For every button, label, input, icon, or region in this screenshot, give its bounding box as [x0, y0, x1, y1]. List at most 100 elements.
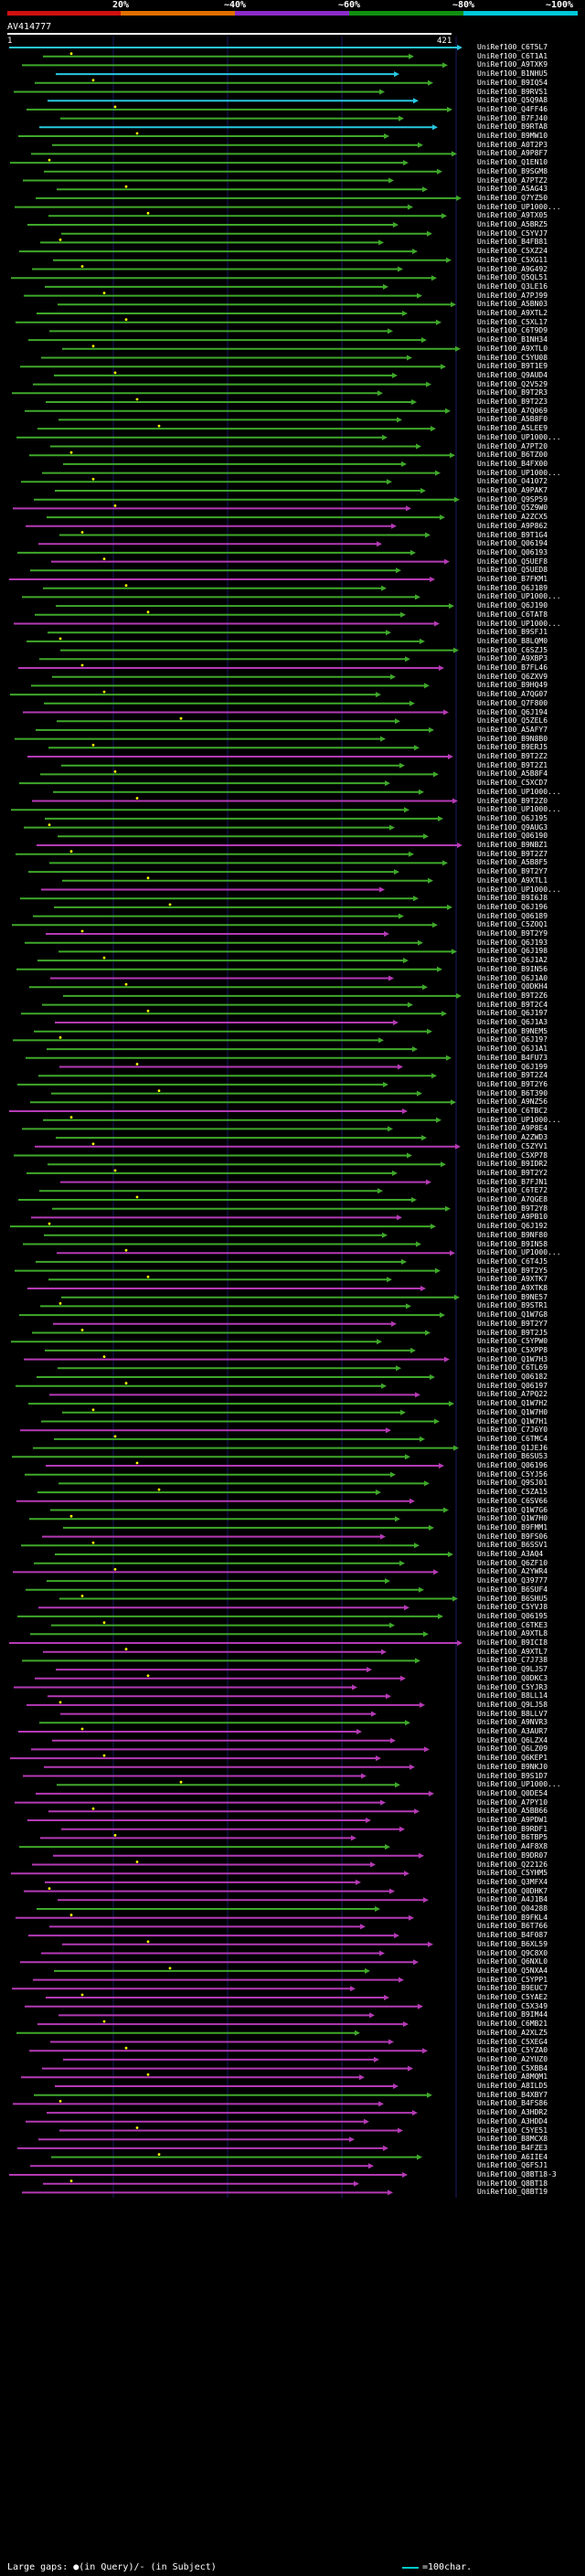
hit-label[interactable]: UniRef100_Q6J1A1 — [477, 1045, 548, 1054]
hit-label[interactable]: UniRef100_A2ZCX5 — [477, 514, 548, 522]
hit-label[interactable]: UniRef100_C5X349 — [477, 2002, 548, 2010]
hit-label[interactable]: UniRef100_B9T2Y7 — [477, 868, 548, 876]
hit-label[interactable]: UniRef100_B1NH34 — [477, 336, 548, 345]
hit-label[interactable]: UniRef100_B9RDF1 — [477, 1825, 548, 1833]
hit-label[interactable]: UniRef100_Q9SJ01 — [477, 1479, 548, 1488]
hit-label[interactable]: UniRef100_C6TAT8 — [477, 610, 548, 619]
hit-label[interactable]: UniRef100_Q0DKC3 — [477, 1674, 548, 1682]
hit-label[interactable]: UniRef100_A2ZWD3 — [477, 1134, 548, 1142]
hit-label[interactable]: UniRef100_UP1000... — [477, 1116, 561, 1124]
hit-label[interactable]: UniRef100_B9N8B0 — [477, 735, 548, 743]
hit-label[interactable]: UniRef100_A0T2P3 — [477, 141, 548, 149]
hit-label[interactable]: UniRef100_B4FB81 — [477, 239, 548, 247]
hit-label[interactable]: UniRef100_A9XTL2 — [477, 310, 548, 317]
hit-label[interactable]: UniRef100_Q6J195 — [477, 814, 548, 822]
hit-label[interactable]: UniRef100_Q9LJ58 — [477, 1701, 548, 1709]
hit-label[interactable]: UniRef100_B9T2Z6 — [477, 991, 548, 1000]
hit-label[interactable]: UniRef100_UP1000... — [477, 806, 561, 814]
hit-label[interactable]: UniRef100_B6TZ00 — [477, 451, 548, 460]
hit-label[interactable]: UniRef100_Q0DHK7 — [477, 1887, 548, 1895]
hit-label[interactable]: UniRef100_B4FX00 — [477, 460, 548, 468]
hit-label[interactable]: UniRef100_Q6J192 — [477, 1223, 548, 1231]
hit-label[interactable]: UniRef100_B9NF80 — [477, 1231, 548, 1239]
hit-label[interactable]: UniRef100_O41072 — [477, 478, 548, 486]
hit-label[interactable]: UniRef100_Q1W7H2 — [477, 1400, 548, 1408]
hit-label[interactable]: UniRef100_A7PTZ2 — [477, 176, 548, 185]
hit-label[interactable]: UniRef100_B6SU53 — [477, 1453, 548, 1461]
hit-label[interactable]: UniRef100_B9ICI8 — [477, 1639, 548, 1647]
hit-label[interactable]: UniRef100_A5BN03 — [477, 301, 548, 309]
hit-label[interactable]: UniRef100_A6IIE4 — [477, 2153, 548, 2161]
hit-label[interactable]: UniRef100_Q4FF46 — [477, 105, 548, 113]
hit-label[interactable]: UniRef100_Q5UEF8 — [477, 557, 548, 566]
hit-label[interactable]: UniRef100_Q0DE54 — [477, 1789, 548, 1797]
hit-label[interactable]: UniRef100_B9HQ49 — [477, 682, 548, 690]
hit-label[interactable]: UniRef100_Q6J189 — [477, 584, 548, 592]
hit-label[interactable]: UniRef100_B9FKL4 — [477, 1913, 548, 1922]
hit-label[interactable]: UniRef100_Q9SP59 — [477, 495, 548, 504]
hit-label[interactable]: UniRef100_B6TBP5 — [477, 1834, 548, 1842]
hit-label[interactable]: UniRef100_B9T2Y8 — [477, 1204, 548, 1213]
hit-label[interactable]: UniRef100_Q04288 — [477, 1905, 548, 1913]
hit-label[interactable]: UniRef100_A3AQ4 — [477, 1551, 544, 1558]
hit-label[interactable]: UniRef100_C5YPW0 — [477, 1338, 548, 1346]
hit-label[interactable]: UniRef100_C5XZ24 — [477, 248, 548, 256]
hit-label[interactable]: UniRef100_Q6J19? — [477, 1036, 548, 1044]
hit-label[interactable]: UniRef100_B9T2Z7 — [477, 850, 548, 858]
hit-label[interactable]: UniRef100_Q6J198 — [477, 948, 548, 956]
hit-label[interactable]: UniRef100_A9XTL1 — [477, 876, 548, 885]
hit-label[interactable]: UniRef100_A4J1B4 — [477, 1896, 548, 1904]
hit-label[interactable]: UniRef100_B9EUC7 — [477, 1985, 548, 1993]
hit-label[interactable]: UniRef100_Q6KEP1 — [477, 1754, 548, 1763]
hit-label[interactable]: UniRef100_B9T1G4 — [477, 531, 548, 539]
hit-label[interactable]: UniRef100_Q9AUG3 — [477, 823, 548, 832]
hit-label[interactable]: UniRef100_B7FJ40 — [477, 114, 548, 122]
hit-label[interactable]: UniRef100_C5XP78 — [477, 1151, 548, 1160]
hit-label[interactable]: UniRef100_Q6J197 — [477, 1010, 548, 1018]
hit-label[interactable]: UniRef100_A9XTL7 — [477, 1648, 548, 1656]
hit-label[interactable]: UniRef100_B9I6J8 — [477, 895, 548, 903]
hit-label[interactable]: UniRef100_C6TKE3 — [477, 1621, 548, 1629]
hit-label[interactable]: UniRef100_B4XBY7 — [477, 2091, 548, 2099]
hit-label[interactable]: UniRef100_B9S1D7 — [477, 1772, 548, 1780]
hit-label[interactable]: UniRef100_B8MCX8 — [477, 2136, 548, 2144]
hit-label[interactable]: UniRef100_Q2V529 — [477, 380, 548, 388]
hit-label[interactable]: UniRef100_A7Q069 — [477, 407, 548, 415]
hit-label[interactable]: UniRef100_Q06196 — [477, 1462, 548, 1469]
hit-label[interactable]: UniRef100_Q9LJS7 — [477, 1666, 548, 1674]
hit-label[interactable]: UniRef100_Q6J194 — [477, 708, 548, 716]
hit-label[interactable]: UniRef100_C6T1A1 — [477, 52, 548, 60]
hit-label[interactable]: UniRef100_B9IN58 — [477, 1240, 548, 1248]
hit-label[interactable]: UniRef100_C6TL69 — [477, 1364, 548, 1373]
hit-label[interactable]: UniRef100_UP1000... — [477, 593, 561, 601]
hit-label[interactable]: UniRef100_A9XTK8 — [477, 1285, 548, 1292]
hit-label[interactable]: UniRef100_B9STR1 — [477, 1302, 548, 1310]
hit-label[interactable]: UniRef100_Q6J190 — [477, 602, 548, 610]
hit-label[interactable]: UniRef100_B9T2Z1 — [477, 761, 548, 769]
hit-label[interactable]: UniRef100_Q3LE16 — [477, 282, 548, 291]
hit-label[interactable]: UniRef100_B7FJN1 — [477, 1178, 548, 1186]
hit-label[interactable]: UniRef100_Q8BT19 — [477, 2189, 548, 2197]
hit-label[interactable]: UniRef100_B9NEM5 — [477, 1027, 548, 1035]
hit-label[interactable]: UniRef100_B4F087 — [477, 1932, 548, 1940]
hit-label[interactable]: UniRef100_Q5Z9W0 — [477, 504, 548, 513]
hit-label[interactable]: UniRef100_C5YJ56 — [477, 1470, 548, 1479]
hit-label[interactable]: UniRef100_B6T766 — [477, 1923, 548, 1931]
hit-label[interactable]: UniRef100_UP1000... — [477, 433, 561, 441]
hit-label[interactable]: UniRef100_Q06189 — [477, 912, 548, 920]
hit-label[interactable]: UniRef100_Q5QL51 — [477, 274, 548, 282]
hit-label[interactable]: UniRef100_B9T2Y6 — [477, 1080, 548, 1088]
hit-label[interactable]: UniRef100_B9NE57 — [477, 1293, 548, 1301]
hit-label[interactable]: UniRef100_A7PY10 — [477, 1798, 548, 1807]
hit-label[interactable]: UniRef100_B9T1E9 — [477, 363, 548, 371]
hit-label[interactable]: UniRef100_B4FZE3 — [477, 2144, 548, 2152]
hit-label[interactable]: UniRef100_Q06193 — [477, 548, 548, 557]
hit-label[interactable]: UniRef100_Q6FSJ1 — [477, 2162, 548, 2170]
hit-label[interactable]: UniRef100_C6T4J5 — [477, 1257, 548, 1266]
hit-label[interactable]: UniRef100_A8ILD5 — [477, 2083, 548, 2090]
hit-label[interactable]: UniRef100_A9NVR3 — [477, 1719, 548, 1727]
hit-label[interactable]: UniRef100_A5AG43 — [477, 186, 548, 194]
hit-label[interactable]: UniRef100_A9TXK9 — [477, 61, 548, 69]
hit-label[interactable]: UniRef100_UP1000... — [477, 620, 561, 628]
hit-label[interactable]: UniRef100_Q6J193 — [477, 938, 548, 947]
